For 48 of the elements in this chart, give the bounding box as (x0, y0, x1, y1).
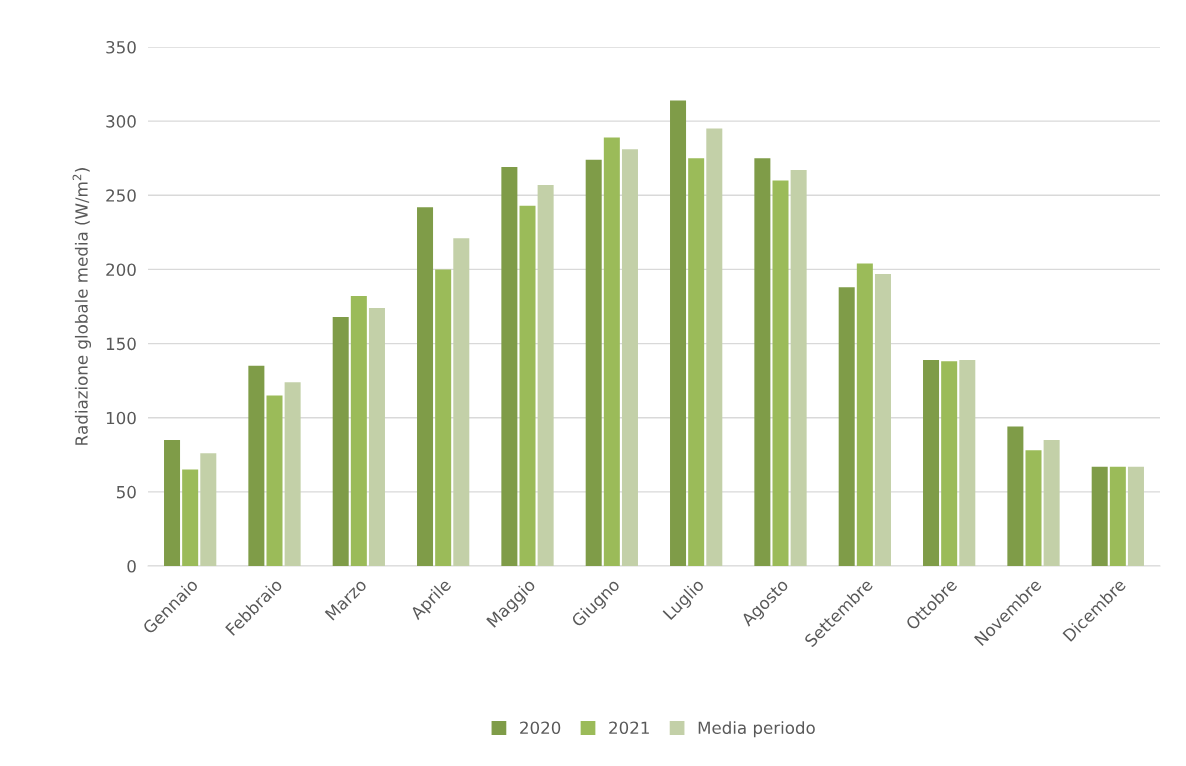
bar (248, 365, 265, 566)
bar (1091, 466, 1108, 566)
bar (164, 439, 181, 566)
y-tick-label: 350 (106, 40, 136, 54)
legend-label: 2020 (520, 721, 561, 735)
bar (621, 149, 638, 566)
legend-label: Media periodo (698, 721, 815, 738)
bar (435, 269, 452, 566)
bar (453, 238, 470, 566)
bar (923, 359, 940, 566)
bar (266, 395, 283, 566)
bar (706, 128, 723, 566)
bar (790, 170, 807, 566)
y-tick-label: 200 (106, 263, 136, 276)
bar (1007, 426, 1024, 566)
bar (838, 287, 855, 566)
bar (772, 180, 789, 566)
y-axis-title: Radiazione globale media (W/m$^{2}$) (72, 168, 92, 445)
y-tick-label: 50 (116, 485, 136, 499)
bar (519, 205, 536, 566)
bar (1043, 439, 1060, 566)
y-tick-label: 150 (106, 337, 136, 351)
bar (941, 361, 958, 566)
bar (1025, 450, 1042, 566)
bar (182, 469, 199, 566)
bar (688, 158, 705, 566)
y-tick-label: 100 (106, 411, 136, 425)
bar (585, 159, 602, 566)
bar (200, 453, 217, 566)
y-tick-label: 250 (106, 189, 136, 202)
legend-label: 2021 (609, 721, 649, 735)
bar (670, 100, 687, 566)
bar (603, 137, 620, 566)
bar (501, 167, 518, 566)
bar (284, 382, 301, 566)
bar (856, 263, 873, 566)
bar (959, 359, 976, 566)
y-tick-label: 0 (127, 559, 136, 573)
bar (368, 307, 385, 566)
bar (332, 316, 349, 566)
bar (874, 273, 891, 566)
bar (537, 184, 554, 566)
bar (1109, 466, 1126, 566)
bar (350, 296, 367, 566)
y-tick-label: 300 (106, 115, 136, 128)
bar (754, 158, 771, 566)
bar (417, 207, 434, 566)
bar (1127, 466, 1144, 566)
